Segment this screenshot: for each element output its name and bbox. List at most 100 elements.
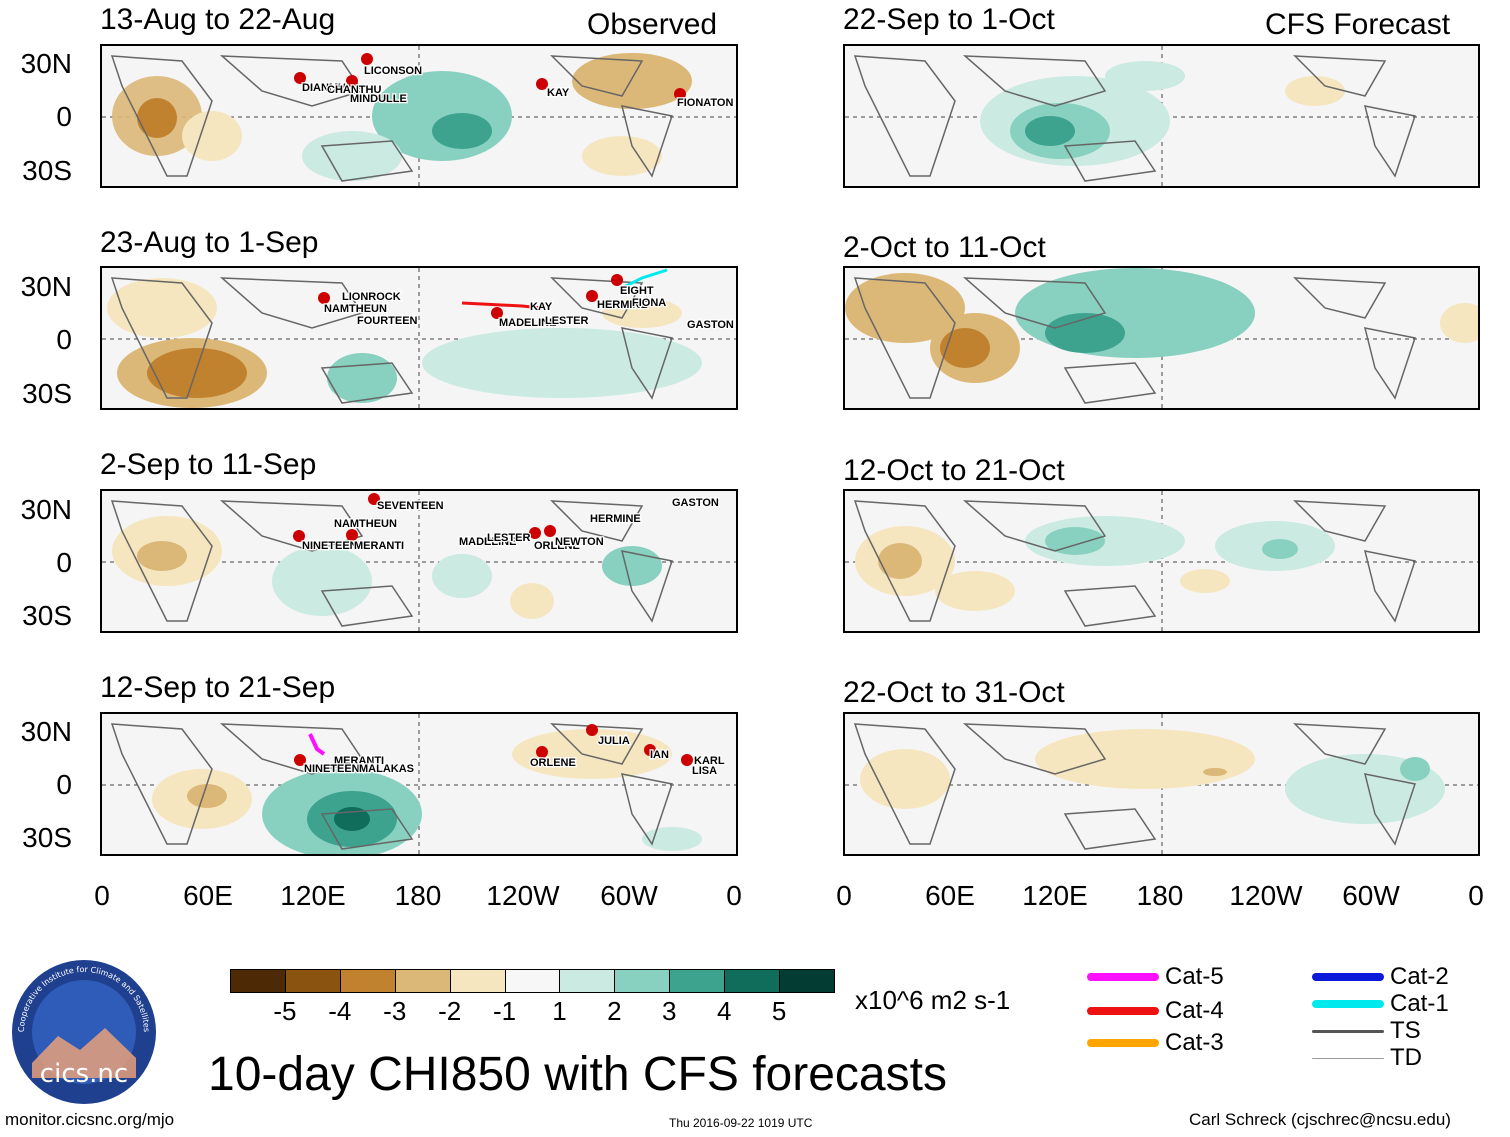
colorbar-tick-label: 3: [662, 996, 677, 1026]
lon-label: 60W: [1342, 880, 1400, 911]
timestamp: Thu 2016-09-22 1019 UTC: [669, 1116, 813, 1130]
storm-label: DIANMU: [302, 82, 346, 94]
lat-label-30n: 30N: [20, 48, 72, 79]
colorbar-swatch: [669, 969, 726, 993]
lat-label-30s: 30S: [22, 155, 72, 186]
storm-label: KARL: [694, 755, 725, 767]
storm-label: ORLENE: [534, 540, 580, 552]
legend-label-cat-2: Cat-2: [1390, 963, 1449, 990]
legend-line-cat-3: [1087, 1039, 1159, 1047]
lon-label: 120W: [1229, 880, 1303, 911]
legend-line-cat-2: [1312, 973, 1384, 981]
map-panel-forecast-2: [843, 266, 1480, 410]
legend-line-cat-5: [1087, 973, 1159, 981]
lon-label: 60E: [925, 880, 975, 911]
source-url[interactable]: monitor.cicsnc.org/mjo: [5, 1110, 175, 1129]
map-panel-svg: LICONSON DIANMU CHANTHU MINDULLE KAY FIO…: [102, 46, 736, 186]
colorbar-tick-label: 1: [552, 996, 567, 1026]
storm-label: IAN: [650, 749, 669, 761]
storm-label: LIONROCK: [342, 291, 401, 303]
lon-label: 120E: [1022, 880, 1088, 911]
map-panel-observed-1: LICONSON DIANMU CHANTHU MINDULLE KAY FIO…: [100, 44, 738, 188]
forecast-label: CFS Forecast: [1265, 8, 1451, 41]
map-panel-forecast-4: [843, 712, 1480, 856]
storm-label: GASTON: [687, 319, 734, 331]
storm-label: MADELINE: [499, 317, 556, 329]
lon-label: 60W: [600, 880, 658, 911]
colorbar-swatch: [614, 969, 671, 993]
storm-label: EIGHT: [620, 285, 654, 297]
lat-label-0: 0: [56, 769, 72, 800]
colorbar-tick-label: 4: [716, 996, 732, 1026]
map-panel-observed-2: LIONROCK NAMTHEUN FOURTEEN KAY MADELINE …: [100, 266, 738, 410]
lon-label: 180: [394, 880, 442, 911]
legend-label-cat-5: Cat-5: [1165, 963, 1224, 990]
storm-label: LISA: [692, 765, 717, 777]
lat-label-0: 0: [56, 101, 72, 132]
credit: Carl Schreck (cjschrec@ncsu.edu): [1189, 1110, 1451, 1129]
storm-label: GASTON: [672, 497, 719, 509]
colorbar-tick-label: -1: [492, 996, 517, 1026]
storm-label: CHANTHU: [327, 84, 381, 96]
panel-title: 2-Sep to 11-Sep: [100, 448, 317, 481]
map-panel-svg: [845, 268, 1478, 408]
storm-label: KAY: [530, 301, 553, 313]
storm-label: FIONATON: [677, 97, 733, 109]
colorbar-tick-label: -4: [328, 996, 352, 1026]
panel-title: 2-Oct to 11-Oct: [843, 231, 1046, 264]
main-title: 10-day CHI850 with CFS forecasts: [208, 1048, 947, 1101]
map-panel-svg: [845, 46, 1478, 186]
storm-label: KAY: [547, 87, 570, 99]
lon-label: 60E: [183, 880, 233, 911]
observed-label: Observed: [587, 8, 718, 41]
storm-label: FOURTEEN: [357, 315, 418, 327]
legend-line-cat-1: [1312, 1000, 1384, 1008]
storm-label: NAMTHEUN: [324, 303, 387, 315]
storm-label: ORLENE: [530, 757, 576, 769]
logo-text: cics.nc: [40, 1059, 128, 1089]
legend-line-cat-4: [1087, 1007, 1159, 1015]
colorbar-swatch: [559, 969, 616, 993]
colorbar-tick-label: 5: [771, 996, 787, 1026]
panel-title: 12-Oct to 21-Oct: [843, 454, 1065, 487]
colorbar-swatch: [284, 969, 341, 993]
lon-label: 120E: [280, 880, 346, 911]
lon-label: 0: [836, 880, 852, 911]
map-panel-forecast-3: [843, 489, 1480, 633]
lat-label-30s: 30S: [22, 822, 72, 853]
colorbar-swatch: [449, 969, 506, 993]
panel-title: 22-Oct to 31-Oct: [843, 676, 1065, 709]
storm-label: NAMTHEUN: [334, 518, 397, 530]
storm-label: LICONSON: [364, 65, 422, 77]
lon-label: 180: [1136, 880, 1184, 911]
legend-line-ts: [1312, 1029, 1384, 1033]
colorbar-swatch: [504, 969, 561, 993]
storm-label: NINETEEN: [302, 540, 358, 552]
lat-label-0: 0: [56, 324, 72, 355]
lat-label-30n: 30N: [20, 494, 72, 525]
storm-label: LESTER: [487, 532, 530, 544]
panel-title: 22-Sep to 1-Oct: [843, 3, 1055, 36]
colorbar-units: x10^6 m2 s-1: [855, 985, 1011, 1015]
lon-label: 0: [1468, 880, 1484, 911]
lon-label: 120W: [486, 880, 560, 911]
map-panel-svg: [845, 491, 1478, 631]
storm-label: JULIA: [598, 735, 630, 747]
colorbar-tick-label: -3: [383, 996, 407, 1026]
storm-label: HERMINE: [590, 513, 641, 525]
storm-label: FIONA: [632, 297, 666, 309]
storm-label: NINETEEN: [304, 763, 360, 775]
colorbar-tick-label: -5: [273, 996, 297, 1026]
legend-label-cat-4: Cat-4: [1165, 997, 1224, 1024]
map-panel-svg: [845, 714, 1478, 854]
lat-label-30n: 30N: [20, 716, 72, 747]
panel-title: 23-Aug to 1-Sep: [100, 226, 319, 259]
lat-label-30n: 30N: [20, 271, 72, 302]
panel-title: 12-Sep to 21-Sep: [100, 671, 336, 704]
storm-label: LESTER: [545, 315, 588, 327]
map-panel-observed-3: SEVENTEEN NAMTHEUN NINETEEN MERANTI GAST…: [100, 489, 738, 633]
storm-label: MERANTI: [334, 755, 384, 767]
colorbar-swatch: [779, 969, 835, 993]
lat-label-0: 0: [56, 547, 72, 578]
colorbar-swatch: [394, 969, 451, 993]
